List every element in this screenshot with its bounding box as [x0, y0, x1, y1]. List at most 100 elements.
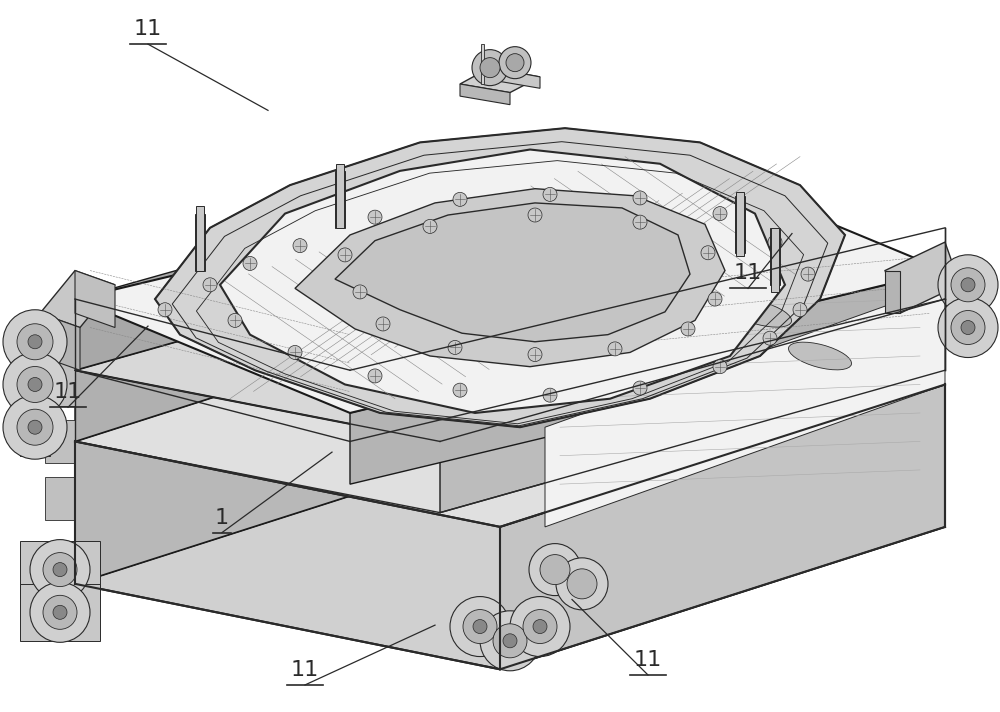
Polygon shape — [200, 214, 205, 271]
Polygon shape — [460, 68, 540, 93]
Polygon shape — [335, 171, 340, 228]
Circle shape — [450, 597, 510, 656]
Circle shape — [529, 543, 581, 596]
Circle shape — [701, 246, 715, 260]
Circle shape — [203, 278, 217, 292]
Polygon shape — [40, 271, 115, 328]
Circle shape — [633, 215, 647, 229]
Ellipse shape — [648, 314, 712, 341]
Circle shape — [763, 331, 777, 345]
Circle shape — [228, 313, 242, 328]
Polygon shape — [440, 299, 945, 513]
Circle shape — [951, 310, 985, 345]
Circle shape — [493, 624, 527, 658]
Circle shape — [951, 268, 985, 302]
Circle shape — [30, 540, 90, 600]
Circle shape — [473, 619, 487, 634]
Polygon shape — [350, 271, 945, 484]
Polygon shape — [75, 299, 520, 584]
Polygon shape — [20, 541, 100, 598]
Polygon shape — [75, 228, 520, 441]
Polygon shape — [20, 399, 50, 456]
Polygon shape — [481, 44, 484, 84]
Polygon shape — [500, 384, 945, 669]
Circle shape — [961, 278, 975, 292]
Polygon shape — [775, 228, 780, 285]
Circle shape — [528, 208, 542, 222]
Polygon shape — [885, 271, 900, 313]
Polygon shape — [736, 192, 744, 256]
Circle shape — [43, 553, 77, 587]
Circle shape — [503, 634, 517, 648]
Circle shape — [158, 303, 172, 317]
Circle shape — [713, 206, 727, 221]
Circle shape — [293, 239, 307, 253]
Circle shape — [53, 605, 67, 619]
Circle shape — [53, 562, 67, 577]
Polygon shape — [40, 313, 80, 370]
Circle shape — [801, 267, 815, 281]
Circle shape — [30, 582, 90, 642]
Polygon shape — [770, 228, 775, 285]
Ellipse shape — [788, 342, 852, 370]
Circle shape — [453, 383, 467, 397]
Polygon shape — [20, 356, 50, 413]
Circle shape — [523, 609, 557, 644]
Polygon shape — [75, 271, 115, 328]
Ellipse shape — [728, 300, 792, 327]
Circle shape — [338, 248, 352, 262]
Polygon shape — [75, 157, 945, 413]
Polygon shape — [155, 128, 845, 427]
Circle shape — [540, 555, 570, 585]
Circle shape — [528, 347, 542, 362]
Circle shape — [499, 47, 531, 78]
Circle shape — [28, 377, 42, 392]
Circle shape — [448, 340, 462, 355]
Circle shape — [43, 595, 77, 629]
Circle shape — [608, 342, 622, 356]
Polygon shape — [740, 196, 745, 253]
Circle shape — [708, 292, 722, 306]
Polygon shape — [75, 228, 945, 441]
Polygon shape — [45, 363, 75, 406]
Circle shape — [463, 609, 497, 644]
Circle shape — [543, 187, 557, 201]
Circle shape — [3, 352, 67, 417]
Circle shape — [543, 388, 557, 402]
Circle shape — [376, 317, 390, 331]
Circle shape — [288, 345, 302, 360]
Text: 11: 11 — [291, 660, 319, 680]
Polygon shape — [885, 242, 960, 313]
Circle shape — [567, 569, 597, 599]
Circle shape — [938, 298, 998, 357]
Polygon shape — [545, 285, 945, 527]
Polygon shape — [336, 164, 344, 228]
Circle shape — [633, 381, 647, 395]
Polygon shape — [75, 157, 580, 370]
Polygon shape — [75, 299, 945, 527]
Circle shape — [768, 235, 782, 249]
Circle shape — [961, 320, 975, 335]
Polygon shape — [195, 214, 200, 271]
Circle shape — [368, 369, 382, 383]
Polygon shape — [335, 203, 690, 342]
Circle shape — [506, 53, 524, 72]
Circle shape — [3, 310, 67, 374]
Polygon shape — [45, 477, 75, 520]
Circle shape — [28, 335, 42, 349]
Circle shape — [28, 420, 42, 434]
Circle shape — [713, 360, 727, 374]
Text: 11: 11 — [734, 263, 762, 283]
Circle shape — [480, 611, 540, 671]
Circle shape — [533, 619, 547, 634]
Circle shape — [368, 210, 382, 224]
Circle shape — [243, 256, 257, 271]
Circle shape — [556, 557, 608, 610]
Circle shape — [510, 597, 570, 656]
Polygon shape — [20, 584, 100, 641]
Circle shape — [423, 219, 437, 234]
Circle shape — [17, 367, 53, 402]
Circle shape — [17, 324, 53, 360]
Text: 11: 11 — [54, 382, 82, 402]
Circle shape — [453, 192, 467, 206]
